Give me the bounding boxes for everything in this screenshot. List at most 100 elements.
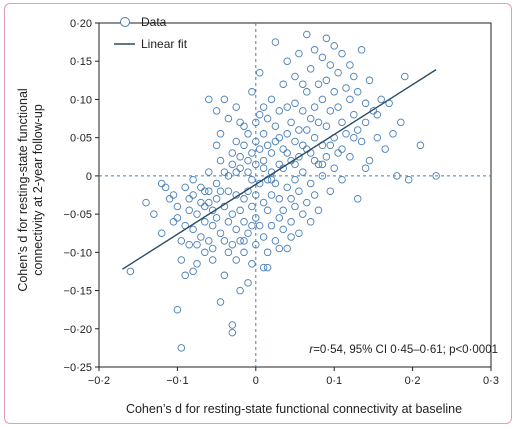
data-point (346, 95, 354, 104)
data-point (263, 114, 272, 123)
data-point (177, 344, 186, 352)
data-point (240, 218, 248, 226)
data-point (248, 221, 256, 230)
data-point (271, 237, 280, 245)
x-axis-ticks: −0·2 −0·1 0 0·1 0·2 0·3 (88, 367, 499, 387)
data-point (224, 248, 233, 257)
data-point (295, 126, 303, 134)
data-point (205, 237, 213, 245)
data-point (150, 210, 158, 218)
data-point (263, 248, 272, 257)
data-point (267, 95, 276, 104)
x-tick-label: 0·3 (483, 375, 499, 387)
data-point (259, 130, 268, 138)
data-point (283, 244, 291, 253)
data-point (236, 237, 244, 245)
data-point (346, 153, 354, 161)
data-point (216, 187, 225, 195)
data-point (306, 114, 315, 123)
data-point (216, 156, 225, 165)
data-point (220, 271, 229, 280)
data-point (393, 172, 401, 180)
data-point (353, 195, 362, 203)
y-tick-label: 0·10 (70, 94, 92, 106)
data-point (275, 133, 284, 142)
data-point (240, 195, 248, 203)
data-point (212, 214, 221, 222)
data-point (224, 218, 233, 226)
data-point (193, 240, 201, 249)
data-point (353, 126, 362, 134)
data-point (173, 214, 182, 222)
data-point (232, 137, 240, 146)
data-point (228, 149, 237, 157)
statistics-annotation: r=0·54, 95% CI 0·45–0·61; p<0·0001 (309, 344, 498, 356)
data-point (310, 103, 319, 111)
data-point (326, 141, 335, 150)
data-point (291, 137, 299, 146)
data-point (279, 145, 287, 153)
data-point (216, 298, 225, 306)
data-point (248, 260, 256, 268)
data-point (334, 103, 342, 111)
y-tick-label: 0·15 (70, 56, 92, 68)
y-tick-label: −0·05 (64, 209, 92, 221)
data-point (224, 187, 233, 195)
data-point (275, 214, 284, 222)
data-point (283, 130, 291, 138)
data-point (318, 160, 327, 169)
data-point (228, 328, 237, 337)
data-point (212, 195, 221, 203)
data-point (228, 321, 237, 329)
data-point (275, 244, 284, 253)
data-point (322, 34, 331, 43)
data-point (322, 76, 331, 85)
data-point (314, 160, 323, 169)
data-point (255, 110, 264, 119)
data-point (244, 279, 252, 287)
data-point (224, 172, 233, 180)
data-point (279, 80, 287, 88)
data-point (353, 88, 362, 96)
data-point (275, 160, 284, 169)
data-point (322, 153, 331, 161)
data-point (236, 286, 244, 295)
data-point (177, 256, 186, 264)
data-point (330, 42, 338, 50)
data-point (252, 160, 260, 169)
data-point (397, 118, 405, 127)
data-point (208, 221, 217, 230)
data-point (322, 122, 331, 130)
data-point (197, 183, 205, 192)
data-point (350, 133, 358, 142)
y-axis-title-line1: Cohen’s d for resting-state functional (16, 88, 30, 291)
x-tick-label: −0·1 (166, 375, 188, 387)
data-point (299, 168, 307, 176)
data-point (299, 80, 307, 88)
data-point (208, 244, 217, 253)
data-point (259, 103, 268, 111)
data-point (295, 229, 303, 237)
data-point (299, 107, 307, 115)
data-point (173, 305, 182, 314)
data-point (126, 267, 135, 276)
data-point (310, 156, 319, 165)
y-tick-label: 0·05 (70, 133, 92, 145)
data-point (259, 233, 268, 241)
data-point (326, 187, 335, 195)
data-point (220, 95, 229, 104)
data-point (205, 95, 213, 104)
data-point (165, 195, 174, 203)
x-tick-label: 0·2 (405, 375, 421, 387)
data-point (181, 271, 189, 280)
data-point (283, 183, 291, 192)
data-point (432, 172, 440, 180)
data-point (240, 248, 248, 257)
data-point (189, 191, 197, 199)
data-point (263, 141, 272, 150)
data-point (252, 214, 260, 222)
figure-frame (4, 3, 512, 424)
y-tick-label: −0·15 (64, 286, 92, 298)
data-point (201, 187, 209, 195)
data-point (263, 263, 272, 272)
